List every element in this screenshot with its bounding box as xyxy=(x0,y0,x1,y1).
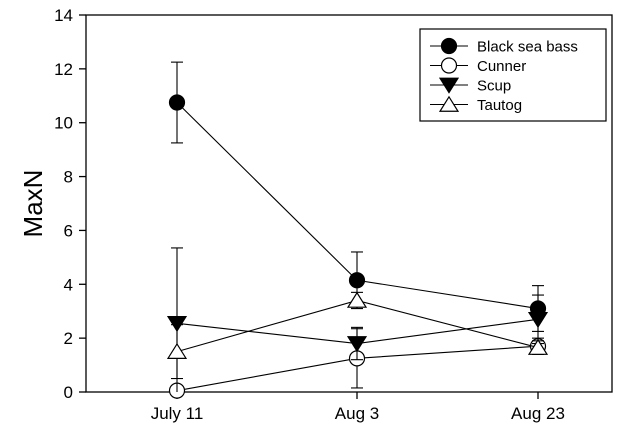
legend-label: Cunner xyxy=(477,58,526,75)
series-layer xyxy=(166,61,549,399)
y-tick-label: 14 xyxy=(54,6,73,25)
legend-item: Black sea bass xyxy=(430,37,578,56)
series-black-sea-bass xyxy=(168,61,547,332)
plot-border xyxy=(85,14,613,393)
legend: Black sea bass Cunner Scup Tautog xyxy=(419,28,607,122)
y-tick-label: 0 xyxy=(64,383,73,402)
data-point xyxy=(348,272,366,289)
series-tautog xyxy=(166,291,549,380)
data-point xyxy=(166,342,188,359)
y-tick-label: 8 xyxy=(64,168,73,187)
y-axis-label: MaxN xyxy=(18,170,48,238)
x-tick-label: Aug 23 xyxy=(511,404,565,423)
legend-label: Scup xyxy=(477,78,511,95)
y-tick-label: 6 xyxy=(64,221,73,240)
y-tick-label: 2 xyxy=(64,329,73,348)
legend-label: Black sea bass xyxy=(477,39,578,56)
legend-marker xyxy=(440,57,458,74)
series-scup xyxy=(166,247,549,392)
legend-item: Tautog xyxy=(430,95,522,114)
data-point xyxy=(168,94,186,111)
data-point xyxy=(527,311,549,329)
legend-label: Tautog xyxy=(477,97,522,114)
data-point xyxy=(346,336,368,353)
x-tick-label: Aug 3 xyxy=(335,404,379,423)
legend-marker xyxy=(438,95,460,112)
x-tick-label: July 11 xyxy=(151,404,204,423)
plot-frame xyxy=(85,14,613,393)
data-point xyxy=(346,291,368,308)
y-tick-label: 12 xyxy=(54,60,73,79)
legend-item: Cunner xyxy=(430,57,526,75)
legend-item: Scup xyxy=(430,78,511,95)
data-point xyxy=(166,315,188,333)
x-axis: July 11 Aug 3 Aug 23 xyxy=(151,392,565,423)
legend-marker xyxy=(440,37,458,55)
y-tick-label: 4 xyxy=(64,275,73,294)
y-axis: 0 2 4 6 8 10 12 14 xyxy=(54,6,86,402)
legend-marker xyxy=(438,77,460,94)
y-tick-label: 10 xyxy=(54,114,73,133)
data-point xyxy=(527,338,549,355)
